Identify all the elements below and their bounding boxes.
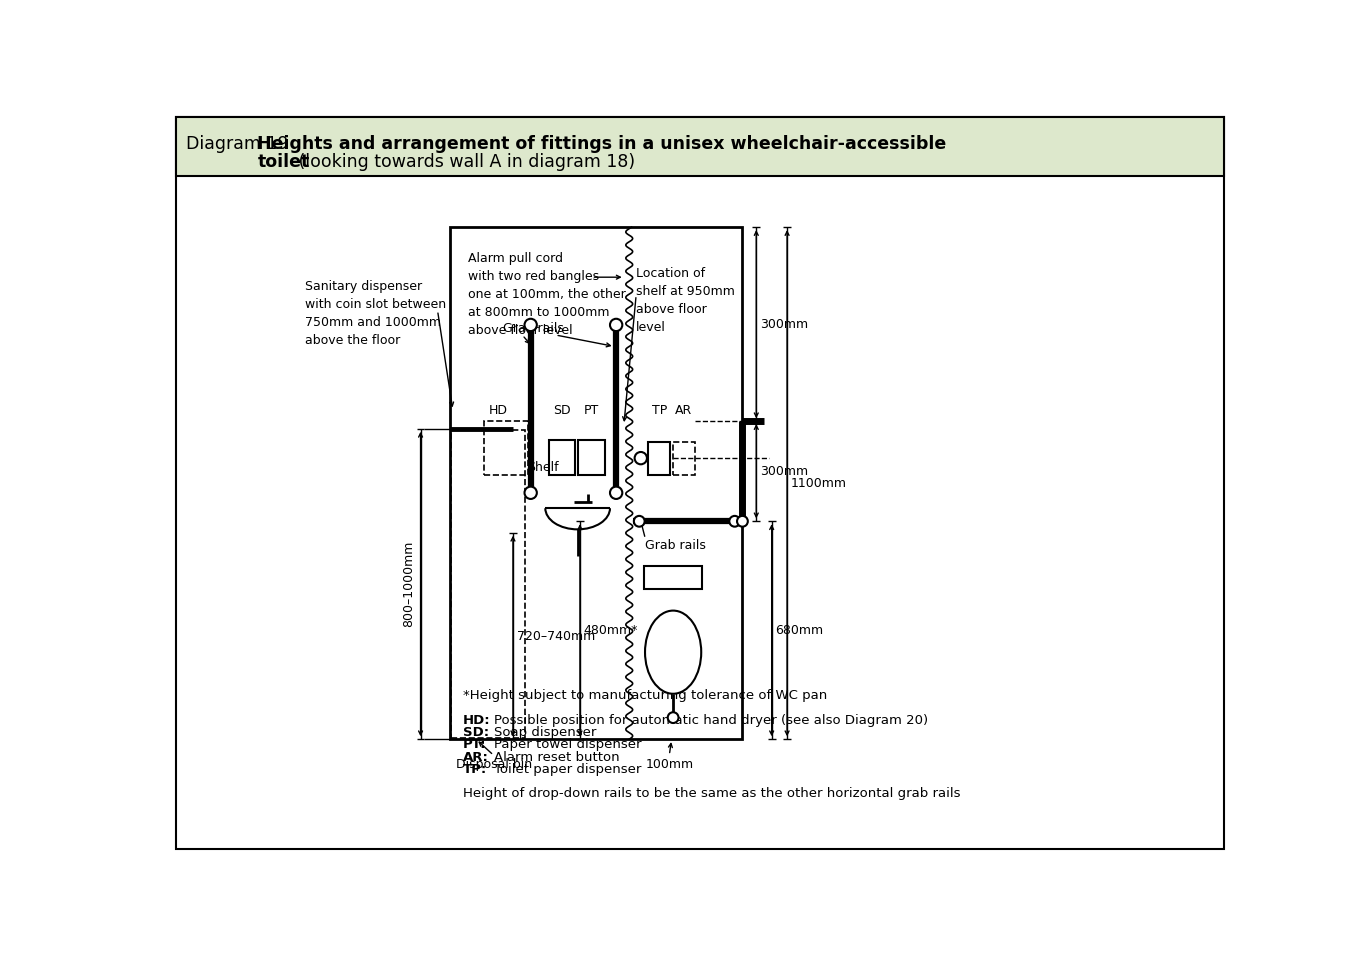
Text: Location of
shelf at 950mm
above floor
level: Location of shelf at 950mm above floor l…	[637, 267, 735, 335]
Text: Diagram 19: Diagram 19	[186, 135, 288, 153]
Text: Grab rails: Grab rails	[503, 322, 564, 336]
Text: SD:: SD:	[463, 727, 489, 739]
FancyBboxPatch shape	[176, 117, 1224, 176]
Text: 300mm: 300mm	[759, 465, 809, 478]
Text: 720–740mm: 720–740mm	[516, 629, 596, 642]
Text: TP:: TP:	[463, 763, 488, 776]
Text: PT:: PT:	[463, 738, 486, 751]
Text: SD: SD	[553, 403, 571, 417]
FancyBboxPatch shape	[649, 442, 671, 475]
Text: Heights and arrangement of fittings in a unisex wheelchair-accessible: Heights and arrangement of fittings in a…	[257, 135, 947, 153]
Text: 480mm*: 480mm*	[583, 623, 638, 637]
Circle shape	[729, 516, 740, 527]
Text: 680mm: 680mm	[776, 623, 824, 637]
Circle shape	[525, 487, 537, 499]
Text: toilet: toilet	[257, 154, 310, 171]
Circle shape	[611, 487, 623, 499]
Circle shape	[634, 516, 645, 527]
Text: AR: AR	[675, 403, 693, 417]
Circle shape	[668, 712, 679, 723]
Text: Toilet paper dispenser: Toilet paper dispenser	[493, 763, 641, 776]
Circle shape	[525, 318, 537, 331]
Text: Grab rails: Grab rails	[645, 539, 706, 553]
Ellipse shape	[645, 611, 701, 694]
Text: HD:: HD:	[463, 714, 490, 727]
Text: Possible position for automatic hand dryer (see also Diagram 20): Possible position for automatic hand dry…	[493, 714, 928, 727]
Text: Soap dispenser: Soap dispenser	[493, 727, 596, 739]
Text: PT: PT	[583, 403, 600, 417]
Text: Height of drop-down rails to be the same as the other horizontal grab rails: Height of drop-down rails to be the same…	[463, 787, 960, 800]
Text: 100mm: 100mm	[645, 758, 694, 771]
FancyBboxPatch shape	[549, 440, 575, 475]
FancyBboxPatch shape	[643, 566, 702, 589]
Text: 1100mm: 1100mm	[791, 477, 847, 489]
Text: Alarm reset button: Alarm reset button	[493, 750, 619, 764]
FancyBboxPatch shape	[449, 228, 743, 739]
Circle shape	[635, 452, 647, 465]
Text: HD: HD	[489, 403, 508, 417]
FancyBboxPatch shape	[578, 440, 605, 475]
Text: TP: TP	[652, 403, 667, 417]
Circle shape	[611, 318, 623, 331]
Text: AR:: AR:	[463, 750, 489, 764]
Text: Disposal bin: Disposal bin	[456, 758, 531, 771]
Text: 300mm: 300mm	[759, 317, 809, 331]
Text: Paper towel dispenser: Paper towel dispenser	[493, 738, 641, 751]
Text: (looking towards wall A in diagram 18): (looking towards wall A in diagram 18)	[292, 154, 635, 171]
Text: 800–1000mm: 800–1000mm	[402, 541, 415, 627]
Text: *Height subject to manufacturing tolerance of WC pan: *Height subject to manufacturing toleran…	[463, 689, 828, 702]
Text: Alarm pull cord
with two red bangles
one at 100mm, the other
at 800mm to 1000mm
: Alarm pull cord with two red bangles one…	[469, 251, 626, 337]
FancyBboxPatch shape	[176, 117, 1224, 849]
Text: Sanitary dispenser
with coin slot between
750mm and 1000mm
above the floor: Sanitary dispenser with coin slot betwee…	[305, 279, 447, 346]
Text: Shelf: Shelf	[527, 461, 559, 474]
Circle shape	[738, 516, 747, 527]
